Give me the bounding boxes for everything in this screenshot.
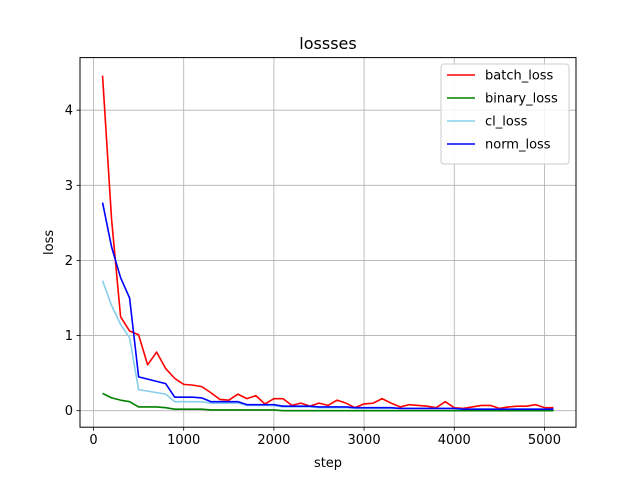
legend-label: cl_loss [485,115,528,130]
series-lines [101,75,554,412]
y-tick-label: 0 [65,404,73,419]
y-axis-label: loss [42,230,57,255]
x-tick-label: 4000 [438,433,471,448]
y-tick-label: 4 [65,104,73,119]
x-tick-label: 2000 [257,433,290,448]
y-tick-label: 1 [65,329,73,344]
x-axis-label: step [314,456,342,471]
y-tick-label: 2 [65,254,73,269]
plot-frame [79,57,577,428]
x-tick-label: 1000 [167,433,200,448]
ticks: 0 1000 2000 3000 4000 5000 0 1 2 3 4 [65,104,561,449]
x-tick-label: 5000 [528,433,561,448]
series-line-batch-loss [101,75,554,410]
legend-box [440,63,570,165]
legend-label: batch_loss [485,69,554,84]
x-tick-label: 0 [89,433,97,448]
chart-title: lossses [299,34,356,53]
series-line-binary-loss [102,392,554,412]
y-tick-label: 3 [65,179,73,194]
legend: batch_loss binary_loss cl_loss norm_loss [440,63,570,165]
legend-label: norm_loss [485,138,551,153]
x-tick-label: 3000 [348,433,381,448]
legend-label: binary_loss [485,92,558,107]
series-line-norm-loss [101,202,554,410]
